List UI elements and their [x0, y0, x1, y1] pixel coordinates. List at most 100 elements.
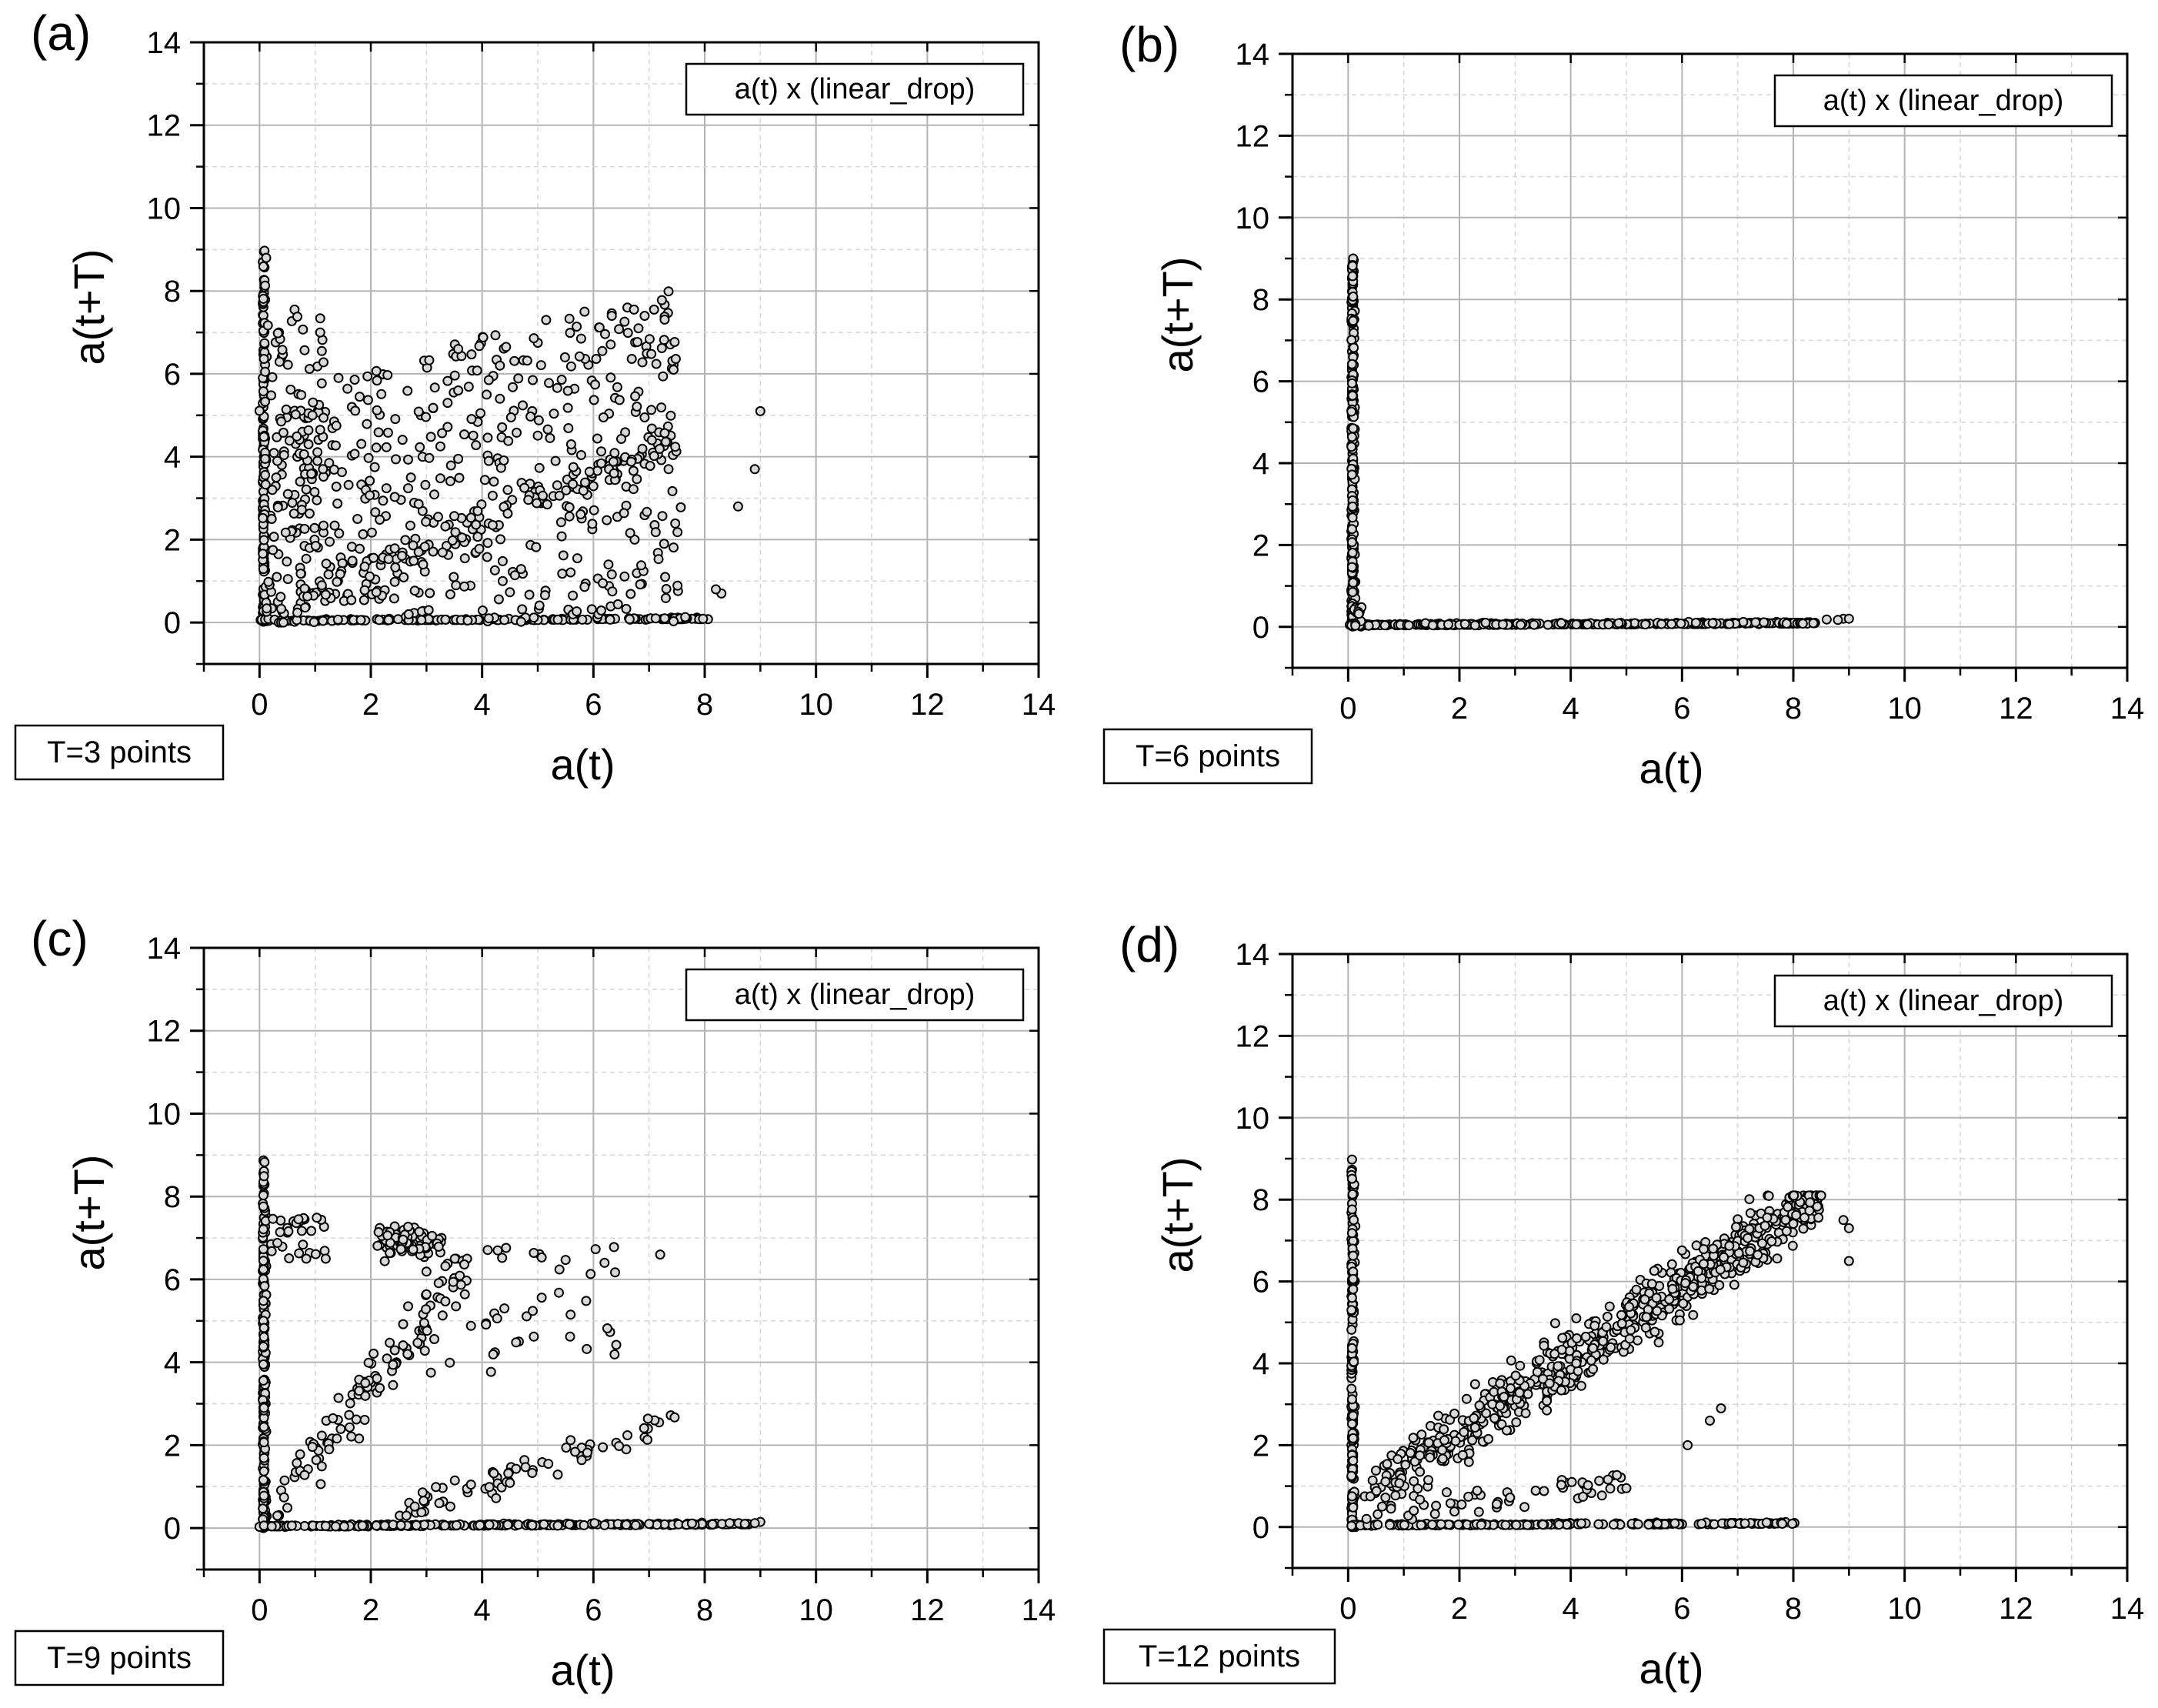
- y-tick-label: 10: [1236, 1102, 1270, 1136]
- data-point: [1606, 1342, 1616, 1353]
- data-point: [258, 1224, 268, 1235]
- data-point: [1382, 1459, 1393, 1469]
- data-point: [303, 425, 314, 435]
- data-point: [1680, 1278, 1691, 1289]
- data-point: [1349, 1356, 1359, 1367]
- y-tick-label: 14: [1236, 38, 1270, 72]
- data-point: [471, 440, 482, 451]
- data-point: [492, 1313, 502, 1324]
- data-point: [1346, 1228, 1357, 1239]
- data-point: [449, 370, 460, 381]
- data-point: [284, 1253, 295, 1263]
- data-point: [528, 375, 538, 385]
- data-point: [1640, 1323, 1651, 1333]
- data-point: [413, 406, 424, 417]
- data-point: [1348, 1456, 1359, 1466]
- data-point: [1750, 617, 1761, 628]
- data-point: [1371, 1486, 1382, 1496]
- data-point: [580, 477, 590, 488]
- note-box: [14, 724, 225, 781]
- data-point: [660, 592, 671, 603]
- data-point: [308, 397, 319, 408]
- data-point: [435, 441, 445, 452]
- data-point: [502, 1520, 513, 1530]
- data-point: [355, 615, 366, 625]
- data-point: [606, 569, 617, 580]
- data-point: [1367, 1475, 1378, 1486]
- y-tick-label: 4: [164, 1346, 181, 1380]
- data-point: [532, 498, 542, 509]
- data-point: [1346, 1470, 1357, 1481]
- note-label: T=3 points: [47, 736, 192, 769]
- chart-panel-b: 0 2 4 6 8 10 12 14 0 2 4 6 8 10 12 14 a(t) a(t+T) (b) a(t) …: [1102, 17, 2145, 792]
- data-point: [1423, 1437, 1434, 1448]
- data-point: [445, 475, 455, 486]
- data-point: [475, 408, 485, 419]
- data-point: [365, 571, 375, 582]
- data-point: [1787, 1519, 1798, 1529]
- data-point: [266, 514, 277, 524]
- data-point: [552, 1469, 563, 1480]
- data-point: [544, 378, 554, 389]
- data-point: [268, 545, 279, 555]
- data-point: [272, 455, 282, 466]
- data-point: [310, 1249, 321, 1259]
- data-point: [1390, 1490, 1401, 1501]
- data-point: [1393, 1454, 1403, 1464]
- data-point: [424, 452, 435, 463]
- data-point: [258, 564, 268, 575]
- data-point: [258, 386, 268, 397]
- data-point: [293, 1214, 304, 1225]
- data-point: [1603, 619, 1614, 630]
- data-point: [466, 414, 477, 425]
- data-point: [1762, 1213, 1773, 1223]
- data-point: [389, 576, 400, 587]
- data-point: [582, 1343, 592, 1354]
- data-point: [359, 585, 370, 595]
- data-point: [609, 448, 620, 459]
- data-point: [272, 502, 283, 512]
- data-point: [1719, 1252, 1729, 1263]
- data-point: [577, 614, 588, 625]
- data-point: [1583, 1480, 1593, 1490]
- data-point: [459, 429, 469, 440]
- data-point: [363, 1357, 374, 1368]
- y-tick-label: 8: [1252, 1183, 1269, 1217]
- data-point: [417, 1487, 428, 1498]
- data-point: [1373, 1509, 1383, 1520]
- y-tick-label: 14: [147, 26, 182, 60]
- data-point: [332, 499, 343, 509]
- data-point: [509, 570, 520, 581]
- data-point: [552, 614, 563, 625]
- y-tick-label: 0: [164, 606, 181, 640]
- data-point: [379, 1256, 390, 1266]
- data-point: [602, 515, 612, 525]
- data-point: [1763, 1190, 1774, 1201]
- data-point: [373, 427, 384, 438]
- data-point: [755, 405, 765, 416]
- data-point: [584, 466, 595, 477]
- data-point: [258, 1466, 269, 1476]
- data-point: [670, 354, 681, 364]
- data-point: [1646, 1279, 1657, 1289]
- data-point: [403, 1301, 413, 1312]
- data-point: [596, 446, 606, 457]
- note-box: [1102, 728, 1313, 785]
- scatter-series: [1345, 253, 1854, 632]
- data-point: [1441, 1487, 1452, 1498]
- data-point: [1596, 1490, 1607, 1501]
- x-tick-label: 14: [2110, 692, 2145, 726]
- data-point: [650, 527, 661, 538]
- data-point: [258, 1332, 269, 1343]
- data-point: [1346, 1343, 1357, 1353]
- data-point: [1445, 1498, 1456, 1509]
- data-point: [1704, 1283, 1715, 1294]
- data-point: [360, 1378, 371, 1389]
- data-point: [316, 1430, 327, 1441]
- data-point: [1843, 1256, 1854, 1266]
- data-point: [589, 1518, 600, 1529]
- data-point: [564, 502, 575, 512]
- data-point: [489, 1468, 499, 1479]
- data-point: [408, 540, 419, 551]
- data-point: [258, 1323, 269, 1333]
